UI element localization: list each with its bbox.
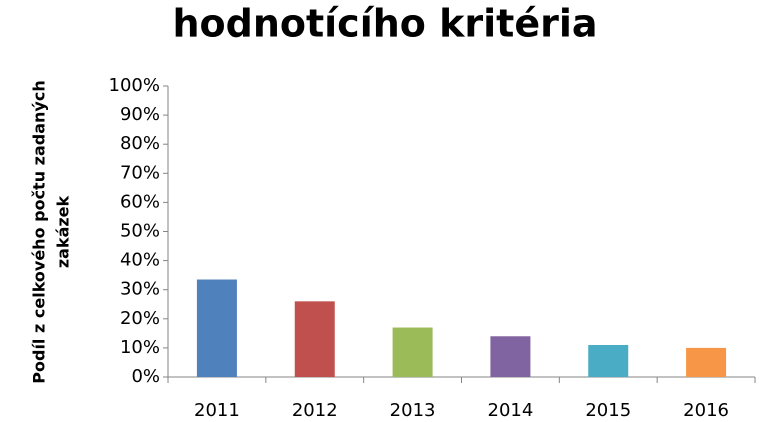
y-tick-label: 20% [120,308,160,329]
y-axis-label: zakázek [54,195,73,268]
y-tick-label: 0% [131,366,160,387]
y-axis-label: Podíl z celkového počtu zadaných [30,80,49,383]
bar [490,336,531,377]
x-tick-label: 2013 [390,400,436,421]
x-tick-label: 2016 [683,400,729,421]
y-tick-label: 40% [120,250,160,271]
x-tick-label: 2012 [292,400,338,421]
y-tick-label: 50% [120,221,160,242]
bar [686,347,727,377]
y-tick-label: 60% [120,191,160,212]
bar [588,344,629,377]
bar [392,327,433,377]
bar [196,279,237,377]
bar [294,301,335,377]
y-tick-label: 70% [120,162,160,183]
chart-title: hodnotícího kritéria [172,2,597,46]
x-tick-label: 2011 [194,400,240,421]
y-tick-label: 90% [120,104,160,125]
x-tick-label: 2015 [585,400,631,421]
x-tick-label: 2014 [488,400,534,421]
y-tick-label: 80% [120,133,160,154]
y-tick-label: 100% [109,75,160,96]
y-tick-label: 10% [120,337,160,358]
y-tick-label: 30% [120,279,160,300]
